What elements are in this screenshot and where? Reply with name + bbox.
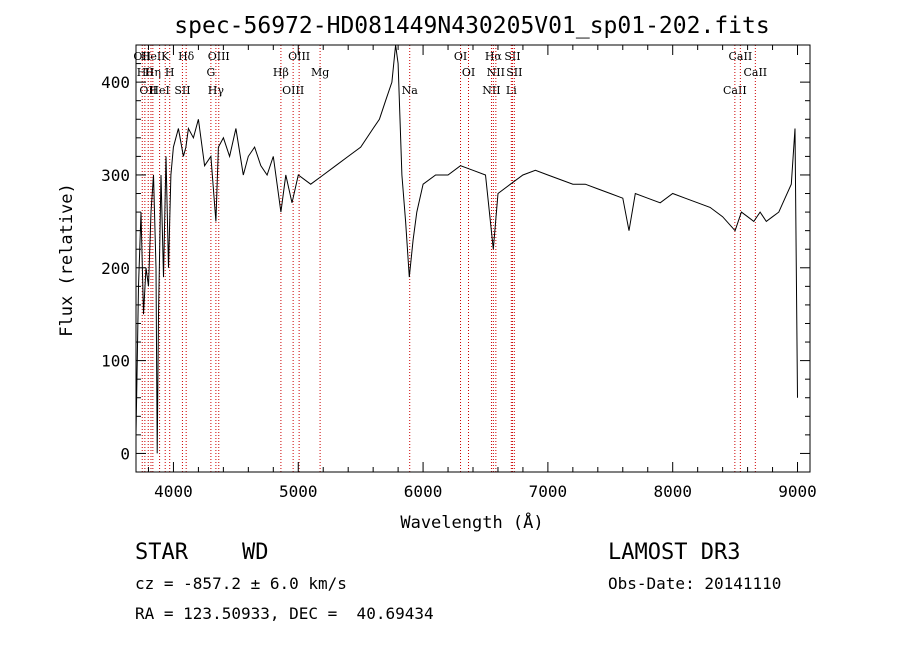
line-marker-label: CaII <box>743 66 767 79</box>
line-marker-label: H <box>165 66 175 79</box>
y-tick-label: 300 <box>101 166 130 185</box>
line-marker-label: OIII <box>288 50 310 63</box>
line-marker-label: HeI <box>141 50 161 63</box>
line-marker-label: SII <box>506 66 522 79</box>
line-marker-label: G <box>206 66 215 79</box>
y-axis-label: Flux (relative) <box>57 183 77 337</box>
y-tick-label: 200 <box>101 259 130 278</box>
line-marker-label: OIII <box>282 84 304 97</box>
line-marker-label: OII <box>133 50 151 63</box>
line-marker-label: CaII <box>723 84 747 97</box>
line-marker-label: Mg <box>311 66 329 79</box>
x-tick-label: 6000 <box>404 482 443 501</box>
line-marker-label: SII <box>174 84 190 97</box>
x-tick-label: 7000 <box>529 482 568 501</box>
line-marker-label: Hβ <box>273 66 289 79</box>
line-marker-label: Hα <box>485 50 503 63</box>
line-marker-label: OI <box>462 66 475 79</box>
x-tick-label: 4000 <box>154 482 193 501</box>
axis-ticks: 4000 5000 6000 7000 8000 9000 0 100 200 300 400 <box>101 45 817 501</box>
x-tick-label: 8000 <box>653 482 692 501</box>
line-marker-label: Li <box>506 84 517 97</box>
line-marker-label: Hη <box>145 66 161 79</box>
line-marker-label: NII <box>487 66 505 79</box>
y-tick-label: 0 <box>120 444 130 463</box>
line-marker-label: OI <box>454 50 467 63</box>
x-axis-label: Wavelength (Å) <box>400 511 543 533</box>
line-marker-label: SII <box>504 50 520 63</box>
line-marker-label: CaII <box>729 50 753 63</box>
obs-date-text: Obs-Date: 20141110 <box>608 574 782 593</box>
chart-title: spec-56972-HD081449N430205V01_sp01-202.f… <box>174 13 769 39</box>
line-marker-label: Hθ <box>137 66 154 79</box>
x-tick-label: 9000 <box>778 482 817 501</box>
object-subclass: WD <box>242 540 269 565</box>
object-class: STAR <box>135 540 188 565</box>
x-tick-label: 5000 <box>279 482 318 501</box>
line-marker-label: HeI <box>149 84 169 97</box>
survey-name: LAMOST DR3 <box>608 540 741 565</box>
line-marker-label: NII <box>482 84 500 97</box>
plot-frame <box>135 44 811 473</box>
line-marker-label: Hδ <box>178 50 195 63</box>
line-marker-label: Hγ <box>208 84 225 97</box>
line-marker-label: K <box>161 50 170 63</box>
line-marker-label: Na <box>402 84 419 97</box>
line-marker-label: OIII <box>208 50 230 63</box>
coordinates-text: RA = 123.50933, DEC = 40.69434 <box>135 604 434 623</box>
y-tick-label: 100 <box>101 352 130 371</box>
redshift-text: cz = -857.2 ± 6.0 km/s <box>135 574 347 593</box>
y-tick-label: 400 <box>101 73 130 92</box>
flux-series-line <box>135 44 798 454</box>
line-markers: OIIHθOIIHeIHηHeIKHSIIHδGHγOIIIHβOIIIOIII… <box>133 45 767 472</box>
